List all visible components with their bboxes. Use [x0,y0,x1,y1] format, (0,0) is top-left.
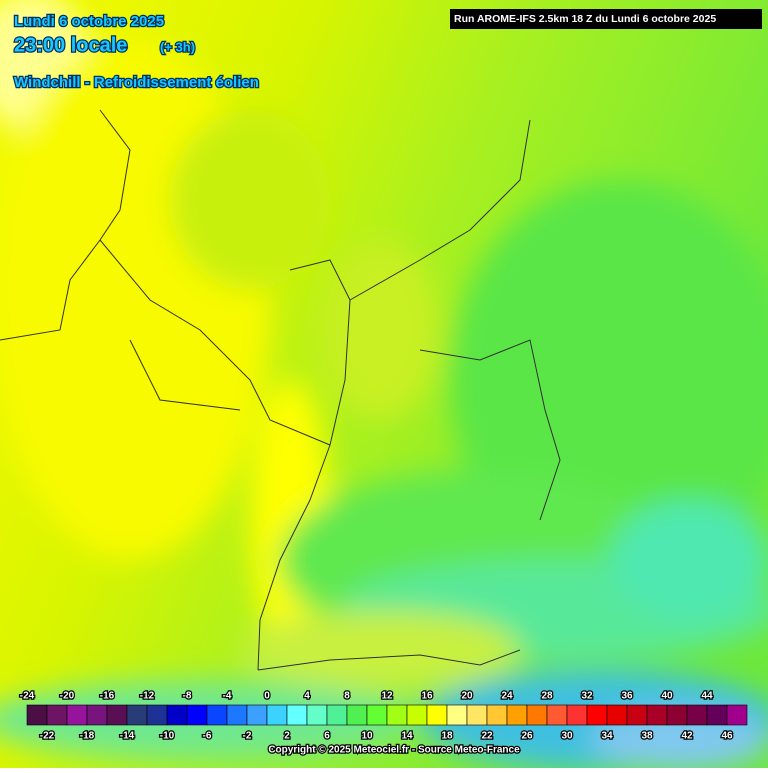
copyright: Copyright © 2025 Meteociel.fr - Source M… [268,745,520,756]
legend-label: 10 [361,731,373,742]
legend-swatch [526,704,548,726]
legend-swatch [546,704,568,726]
legend-label: 6 [324,731,330,742]
legend-label: 28 [541,691,553,702]
legend-swatch [606,704,628,726]
legend-swatch [126,704,148,726]
legend-swatch [46,704,68,726]
parameter: Windchill - Refroidissement éolien [14,74,259,91]
offset: (+ 3h) [160,39,195,54]
legend-label: -10 [160,731,175,742]
legend-label: 30 [561,731,573,742]
legend-swatch [486,704,508,726]
legend-swatch [566,704,588,726]
legend-swatch [186,704,208,726]
legend-label: -14 [120,731,135,742]
legend-label: 38 [641,731,653,742]
legend-label: -4 [223,691,232,702]
legend-label: -16 [100,691,115,702]
legend-swatch [466,704,488,726]
legend-swatch [626,704,648,726]
run-info: Run AROME-IFS 2.5km 18 Z du Lundi 6 octo… [454,13,716,25]
legend-label: 20 [461,691,473,702]
legend-label: 32 [581,691,593,702]
legend-label: 4 [304,691,310,702]
legend-label: -6 [203,731,212,742]
legend-label: -24 [20,691,35,702]
legend-swatch [206,704,228,726]
legend-label: -12 [140,691,155,702]
legend-label: 36 [621,691,633,702]
legend-label: 0 [264,691,270,702]
legend-label: 42 [681,731,693,742]
legend-label: 8 [344,691,350,702]
color-legend: -24 -20 -16 -12 -8 -4 0 4 8 12 16 20 24 28 32 36 40 44-22… [19,689,748,743]
legend-label: 12 [381,691,393,702]
legend-label: -20 [60,691,75,702]
run-box [450,9,762,29]
legend-swatch [406,704,428,726]
legend-swatch [306,704,328,726]
legend-swatch [386,704,408,726]
legend-swatch [726,704,748,726]
borders [0,109,561,671]
legend-swatch [146,704,168,726]
legend-swatch [266,704,288,726]
legend-swatch [26,704,48,726]
legend-swatch [346,704,368,726]
legend-label: 14 [401,731,413,742]
legend-swatch [366,704,388,726]
legend-swatch [706,704,728,726]
legend-swatch [666,704,688,726]
legend-swatch [426,704,448,726]
legend-label: -18 [80,731,95,742]
legend-swatch [86,704,108,726]
legend-swatch [586,704,608,726]
legend-swatch [106,704,128,726]
legend-swatch [446,704,468,726]
legend-label: -2 [243,731,252,742]
legend-label: 18 [441,731,453,742]
legend-label: 46 [721,731,733,742]
legend-label: -22 [40,731,55,742]
legend-swatch [226,704,248,726]
legend-swatch [326,704,348,726]
legend-label: 2 [284,731,290,742]
legend-swatch [66,704,88,726]
legend-label: 22 [481,731,493,742]
legend-swatch [646,704,668,726]
time: 23:00 locale [14,34,127,56]
legend-label: 34 [601,731,613,742]
legend-swatch [246,704,268,726]
legend-swatch [686,704,708,726]
legend-label: 16 [421,691,433,702]
legend-swatch [166,704,188,726]
legend-label: 44 [701,691,713,702]
legend-swatch [286,704,308,726]
legend-swatch [506,704,528,726]
legend-label: -8 [183,691,192,702]
legend-label: 40 [661,691,673,702]
legend-label: 24 [501,691,513,702]
legend-label: 26 [521,731,533,742]
date: Lundi 6 octobre 2025 [14,13,164,30]
